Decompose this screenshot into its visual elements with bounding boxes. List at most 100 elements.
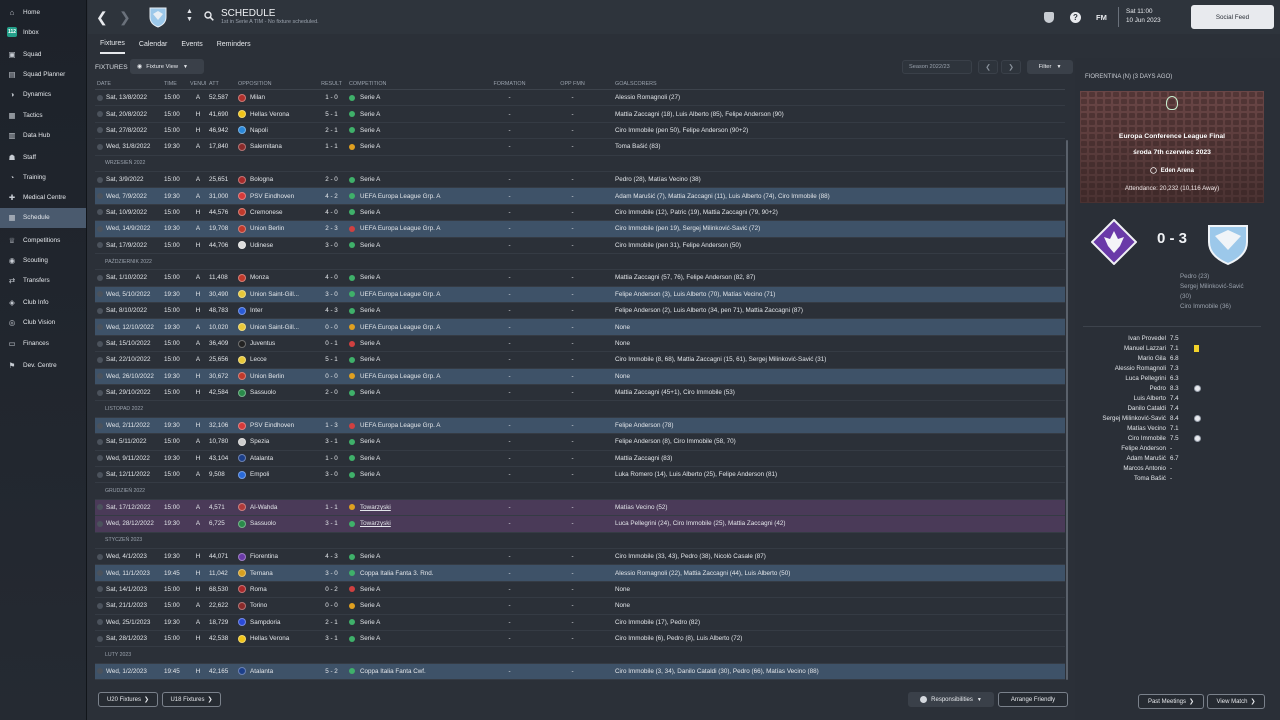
competition-name[interactable]: Serie A xyxy=(360,241,381,249)
opposition-cell[interactable]: Lecce xyxy=(238,355,314,364)
opposition-name[interactable]: Empoli xyxy=(250,471,270,479)
col-opposition[interactable]: OPPOSITION xyxy=(238,81,272,87)
opposition-name[interactable]: Juventus xyxy=(250,340,276,348)
competition-cell[interactable]: Serie A xyxy=(349,602,474,609)
competition-cell[interactable]: Serie A xyxy=(349,340,474,347)
competition-name[interactable]: Towarzyski xyxy=(360,520,391,528)
opposition-name[interactable]: Roma xyxy=(250,585,267,593)
table-row[interactable]: Wed, 14/9/2022 19:30 A 19,708 Union Berlin 2 … xyxy=(95,221,1065,238)
competition-name[interactable]: Serie A xyxy=(360,126,381,134)
competition-cell[interactable]: Serie A xyxy=(349,635,474,642)
table-row[interactable]: Wed, 11/1/2023 19:45 H 11,042 Ternana 3 - 0 Co… xyxy=(95,565,1065,582)
competition-cell[interactable]: Towarzyski xyxy=(349,504,474,511)
fixture-result[interactable]: 3 - 1 xyxy=(325,438,338,446)
competition-name[interactable]: UEFA Europa League Grp. A xyxy=(360,225,441,233)
player-name[interactable]: Matías Vecino xyxy=(1127,424,1166,432)
sidebar-item-squad[interactable]: ▣ Squad xyxy=(0,44,86,64)
competition-cell[interactable]: Serie A xyxy=(349,94,474,101)
table-row[interactable]: Wed, 31/8/2022 19:30 A 17,840 Salernitana 1 -… xyxy=(95,139,1065,156)
opposition-name[interactable]: Torino xyxy=(250,602,268,610)
opposition-cell[interactable]: Milan xyxy=(238,93,314,102)
competition-cell[interactable]: Serie A xyxy=(349,553,474,560)
opposition-name[interactable]: PSV Eindhoven xyxy=(250,192,295,200)
info-dot-icon[interactable] xyxy=(97,356,103,363)
fixture-result[interactable]: 3 - 0 xyxy=(325,569,338,577)
competition-cell[interactable]: Serie A xyxy=(349,274,474,281)
info-dot-icon[interactable] xyxy=(97,389,103,396)
info-dot-icon[interactable] xyxy=(97,520,103,527)
fixture-result[interactable]: 1 - 3 xyxy=(325,422,338,429)
col-time[interactable]: TIME xyxy=(164,81,177,87)
fm-logo[interactable]: FM xyxy=(1096,13,1107,22)
competition-cell[interactable]: Serie A xyxy=(349,242,474,249)
fixture-result[interactable]: 1 - 0 xyxy=(325,454,338,462)
table-row[interactable]: Wed, 25/1/2023 19:30 A 18,729 Sampdoria 2 - 1… xyxy=(95,615,1065,631)
col-goalscorers[interactable]: GOALSCORERS xyxy=(615,81,657,87)
player-rating-row[interactable]: Alessio Romagnoli 7.3 xyxy=(1065,363,1265,373)
fixture-result[interactable]: 3 - 1 xyxy=(325,635,338,643)
filter-button[interactable]: Filter ▼ xyxy=(1027,60,1073,74)
table-row[interactable]: Sat, 22/10/2022 15:00 A 25,656 Lecce 5 - 1 Ser… xyxy=(95,352,1065,369)
table-row[interactable]: Sat, 20/8/2022 15:00 H 41,690 Hellas Verona 5… xyxy=(95,106,1065,123)
table-row[interactable]: Sat, 8/10/2022 15:00 H 48,783 Inter 4 - 3 Seri… xyxy=(95,303,1065,320)
info-dot-icon[interactable] xyxy=(97,504,103,511)
competition-name[interactable]: Serie A xyxy=(360,454,381,462)
table-row[interactable]: Sat, 27/8/2022 15:00 H 46,942 Napoli 2 - 1 Ser… xyxy=(95,123,1065,140)
table-row[interactable]: Sat, 17/9/2022 15:00 H 44,706 Udinese 3 - 0 Se… xyxy=(95,238,1065,254)
player-name[interactable]: Luca Pellegrini xyxy=(1125,374,1166,382)
info-dot-icon[interactable] xyxy=(97,340,103,347)
info-dot-icon[interactable] xyxy=(97,471,103,478)
player-name[interactable]: Luis Alberto xyxy=(1133,394,1166,402)
opposition-cell[interactable]: Sassuolo xyxy=(238,519,314,528)
competition-cell[interactable]: Serie A xyxy=(349,471,474,478)
opposition-name[interactable]: Union Saint-Gill... xyxy=(250,290,299,298)
table-row[interactable]: Wed, 7/9/2022 19:30 A 31,000 PSV Eindhoven 4 … xyxy=(95,188,1065,205)
player-rating-row[interactable]: Luis Alberto 7.4 xyxy=(1065,393,1265,403)
opposition-cell[interactable]: Spezia xyxy=(238,437,314,446)
opposition-cell[interactable]: Empoli xyxy=(238,470,314,479)
competition-cell[interactable]: UEFA Europa League Grp. A xyxy=(349,373,474,380)
club-crest-icon[interactable] xyxy=(148,6,168,28)
tab-calendar[interactable]: Calendar xyxy=(138,40,168,48)
sidebar-item-staff[interactable]: ☗ Staff xyxy=(0,147,86,167)
player-name[interactable]: Mario Gila xyxy=(1137,354,1166,362)
player-rating-row[interactable]: Pedro 8.3 xyxy=(1065,383,1265,393)
info-dot-icon[interactable] xyxy=(97,570,103,577)
competition-name[interactable]: UEFA Europa League Grp. A xyxy=(360,372,441,380)
opposition-cell[interactable]: Al-Wahda xyxy=(238,503,314,512)
view-match-button[interactable]: View Match ❯ xyxy=(1207,694,1265,709)
fixture-result[interactable]: 0 - 0 xyxy=(325,372,338,380)
competition-name[interactable]: UEFA Europa League Grp. A xyxy=(360,323,441,331)
reorder-chevrons-icon[interactable]: ▲ ▼ xyxy=(186,8,193,23)
player-name[interactable]: Marcos Antonio xyxy=(1123,464,1166,472)
competition-cell[interactable]: Serie A xyxy=(349,438,474,445)
sidebar-item-tactics[interactable]: ▦ Tactics xyxy=(0,105,86,125)
home-team-crest-icon[interactable] xyxy=(1090,218,1138,266)
opposition-name[interactable]: Hellas Verona xyxy=(250,110,290,118)
competition-name[interactable]: Serie A xyxy=(360,208,381,216)
player-rating-row[interactable]: Mario Gila 6.8 xyxy=(1065,353,1265,363)
u18-fixtures-button[interactable]: U18 Fixtures ❯ xyxy=(162,692,221,707)
opposition-cell[interactable]: Sampdoria xyxy=(238,618,314,627)
player-name[interactable]: Pedro xyxy=(1149,384,1166,392)
arrange-friendly-button[interactable]: Arrange Friendly xyxy=(998,692,1068,707)
competition-name[interactable]: Serie A xyxy=(360,635,381,643)
opposition-name[interactable]: Monza xyxy=(250,274,269,282)
competition-name[interactable]: Coppa Italia Fanta 3. Rnd. xyxy=(360,569,434,577)
table-scrollbar[interactable] xyxy=(1066,140,1068,680)
opposition-name[interactable]: Fiorentina xyxy=(250,553,279,561)
player-name[interactable]: Danilo Cataldi xyxy=(1127,404,1166,412)
info-dot-icon[interactable] xyxy=(97,619,103,626)
col-opp-fmn[interactable]: OPP FMN xyxy=(560,81,585,87)
club-badge-icon[interactable] xyxy=(1044,12,1054,23)
opposition-name[interactable]: Ternana xyxy=(250,569,273,577)
fixture-result[interactable]: 4 - 0 xyxy=(325,274,338,282)
player-rating-row[interactable]: Ciro Immobile 7.5 xyxy=(1065,433,1265,443)
table-row[interactable]: Wed, 4/1/2023 19:30 H 44,071 Fiorentina 4 - 3… xyxy=(95,549,1065,566)
opposition-name[interactable]: Spezia xyxy=(250,438,270,446)
competition-cell[interactable]: Serie A xyxy=(349,307,474,314)
opposition-name[interactable]: Cremonese xyxy=(250,208,283,216)
opposition-name[interactable]: Sassuolo xyxy=(250,520,276,528)
opposition-cell[interactable]: Sassuolo xyxy=(238,388,314,397)
info-dot-icon[interactable] xyxy=(97,455,103,462)
